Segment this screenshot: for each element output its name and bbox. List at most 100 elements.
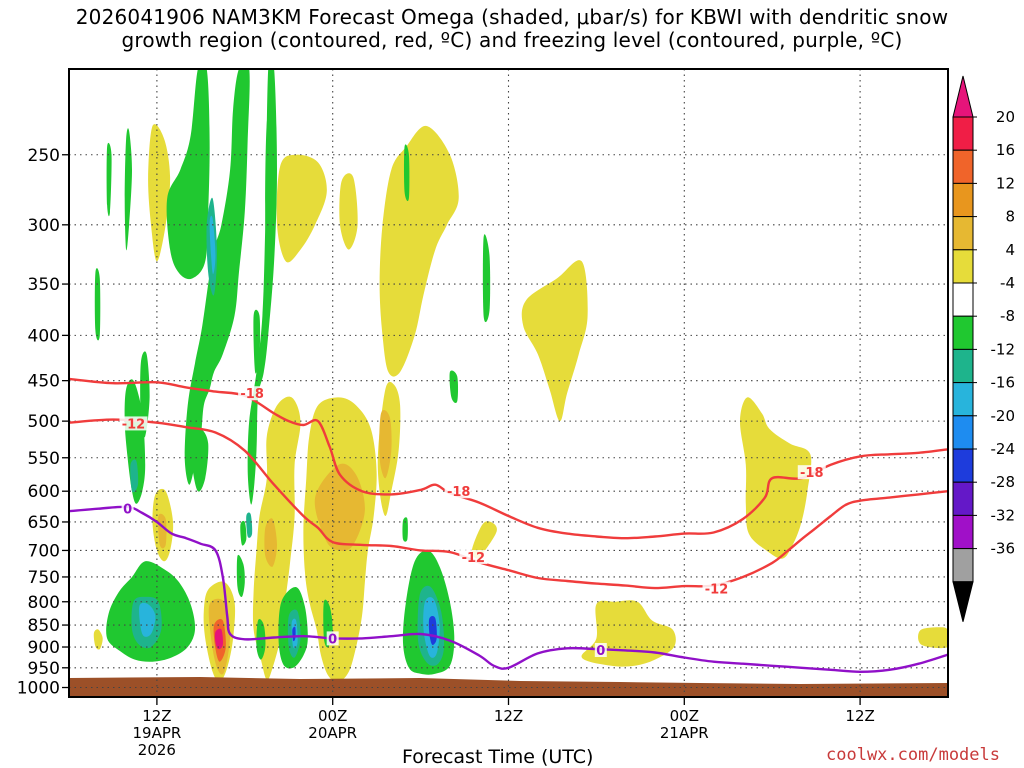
omega-shaded-area [158, 513, 167, 549]
colorbar-label: -4 [1000, 274, 1015, 292]
x-tick-label: 12Z [845, 707, 874, 725]
omega-shaded-area [253, 309, 261, 374]
omega-shaded-area [379, 409, 392, 479]
colorbar-label: -32 [991, 506, 1016, 524]
omega-shaded-area [139, 602, 156, 637]
grid-lines [69, 69, 948, 697]
contour-label-background [702, 581, 731, 596]
omega-shaded-area [124, 379, 146, 504]
colorbar-segment [952, 448, 974, 483]
colorbar-label: 12 [996, 174, 1015, 192]
y-tick-label: 300 [28, 216, 60, 236]
omega-shaded-area [379, 125, 459, 377]
omega-shaded-area [124, 128, 132, 251]
omega-shaded-area [106, 142, 112, 217]
omega-shaded-area [94, 268, 101, 341]
terrain-ground-band [69, 677, 948, 697]
x-tick-label: 20APR [308, 724, 357, 742]
colorbar-segment [952, 249, 974, 284]
colorbar-segment [952, 481, 974, 516]
colorbar-label: 16 [996, 141, 1015, 159]
omega-shaded-area [209, 215, 216, 275]
y-tick-label: 400 [28, 326, 60, 346]
omega-shaded-area [240, 520, 247, 546]
omega-shaded-area [471, 521, 497, 559]
colorbar-bottom-arrow [952, 581, 974, 622]
omega-shaded-area [918, 627, 948, 649]
y-tick-label: 850 [28, 616, 60, 636]
y-tick-label: 550 [28, 449, 60, 469]
omega-shaded-area [175, 593, 190, 639]
contour-label-background [326, 631, 339, 646]
colorbar-segment [952, 382, 974, 417]
contour-label-background [121, 501, 134, 516]
colorbar-segment [952, 514, 974, 550]
y-tick-label: 750 [28, 568, 60, 588]
x-tick-label: 19APR [132, 724, 181, 742]
omega-shaded-area [402, 517, 408, 542]
y-tick-label: 950 [28, 659, 60, 679]
x-axis-title: Forecast Time (UTC) [402, 746, 594, 768]
omega-shaded-area [191, 428, 209, 492]
omega-shaded-area [265, 115, 274, 296]
omega-shaded-area [403, 144, 410, 202]
colorbar-segment [952, 348, 974, 384]
contour-label: -12 [122, 417, 146, 432]
colorbar-label: -20 [991, 407, 1016, 425]
omega-shaded-area [130, 459, 139, 493]
contour-line [69, 505, 948, 673]
x-tick-label: 00Z [670, 707, 699, 725]
colorbar-label: -8 [1000, 307, 1015, 325]
omega-shaded-area [184, 69, 250, 485]
colorbar-label: -28 [991, 473, 1016, 491]
contour-label: -12 [462, 551, 486, 566]
y-tick-label: 650 [28, 513, 60, 533]
omega-shaded-area [148, 124, 171, 262]
y-tick-label: 450 [28, 372, 60, 392]
omega-shaded-area [264, 518, 277, 567]
colorbar-legend: 20 16 12 8 4 -4 -8 -12 -16 -20 -24 -28 -32 -36 [952, 75, 1016, 622]
chart-title-line-1: 2026041906 NAM3KM Forecast Omega (shaded… [75, 5, 949, 29]
y-tick-label: 500 [28, 412, 60, 432]
colorbar-label: 20 [996, 108, 1015, 126]
x-tick-label: 00Z [318, 707, 347, 725]
contour-label: -18 [800, 466, 824, 481]
colorbar-segment [952, 182, 974, 218]
y-tick-label: 350 [28, 275, 60, 295]
omega-shaded-area [276, 154, 327, 263]
x-tick-label: 12Z [494, 707, 523, 725]
colorbar-label: 8 [1005, 208, 1015, 226]
colorbar-segment [952, 149, 974, 184]
colorbar-top-arrow [952, 75, 974, 118]
contour-label-background [459, 549, 488, 564]
colorbar-label: -36 [991, 540, 1016, 558]
y-tick-label: 700 [28, 541, 60, 561]
contour-label: -18 [447, 485, 471, 500]
source-credit: coolwx.com/models [826, 745, 1000, 765]
contour-label: 0 [328, 632, 337, 647]
x-tick-label: 2026 [138, 741, 176, 759]
colorbar-segment [952, 548, 974, 583]
y-tick-label: 800 [28, 593, 60, 613]
omega-shaded-area [246, 512, 253, 538]
x-tick-label: 12Z [142, 707, 171, 725]
temperature-contours [69, 377, 948, 673]
omega-shaded-area [428, 615, 437, 646]
y-tick-label: 900 [28, 638, 60, 658]
colorbar-label: 4 [1005, 241, 1015, 259]
colorbar-segment [952, 315, 974, 350]
contour-line [69, 377, 948, 540]
omega-shaded-area [166, 69, 210, 280]
contour-label: 0 [596, 644, 605, 659]
y-tick-label: 250 [28, 146, 60, 166]
colorbar-segment [952, 415, 974, 450]
colorbar-segment [952, 282, 974, 317]
contour-label-background [797, 465, 826, 480]
colorbar-label: -24 [991, 440, 1016, 458]
colorbar-label: -12 [991, 340, 1016, 358]
omega-shading-layer [93, 69, 948, 682]
contour-label: -18 [240, 387, 264, 402]
y-tick-label: 600 [28, 482, 60, 502]
